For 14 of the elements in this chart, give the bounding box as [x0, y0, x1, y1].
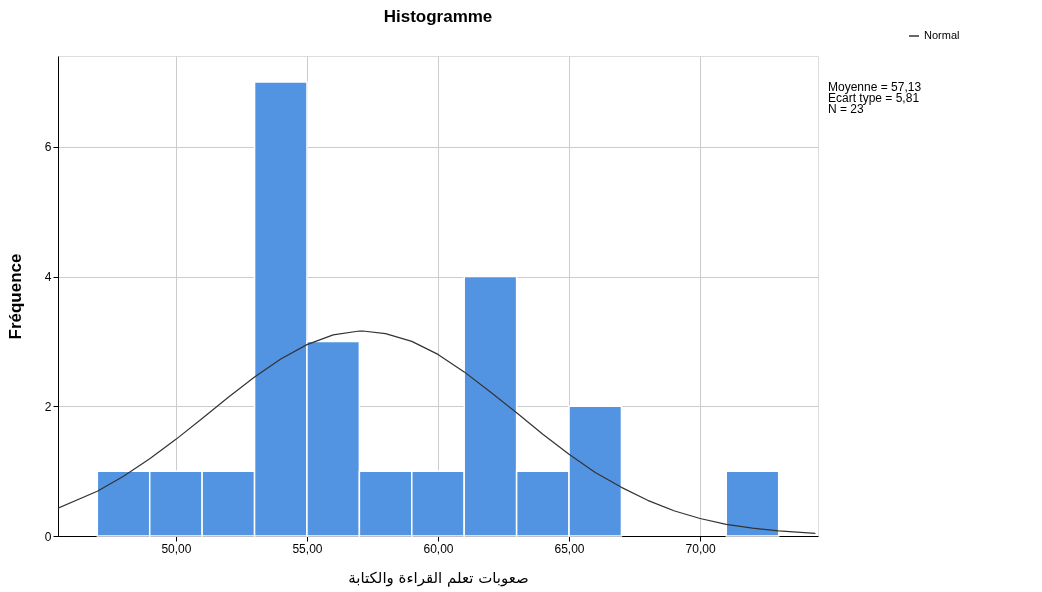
- y-tick-label: 6: [44, 140, 52, 155]
- y-tick-label: 2: [44, 399, 52, 414]
- legend-label: Normal: [924, 29, 960, 41]
- y-tick-label: 4: [44, 270, 52, 285]
- x-tick-label: 50,00: [161, 541, 192, 556]
- x-tick-label: 55,00: [292, 541, 323, 556]
- x-tick-label: 70,00: [685, 541, 716, 556]
- x-tick-label: 65,00: [554, 541, 585, 556]
- x-tick-label: 60,00: [423, 541, 454, 556]
- x-axis-title: صعوبات تعلم القراءة والكتابة: [348, 568, 529, 587]
- chart-title: Histogramme: [383, 7, 493, 26]
- text: Moyenne = 57,13: [828, 80, 922, 94]
- y-axis-title: Fréquence: [5, 253, 25, 340]
- y-tick-label: 0: [44, 529, 52, 544]
